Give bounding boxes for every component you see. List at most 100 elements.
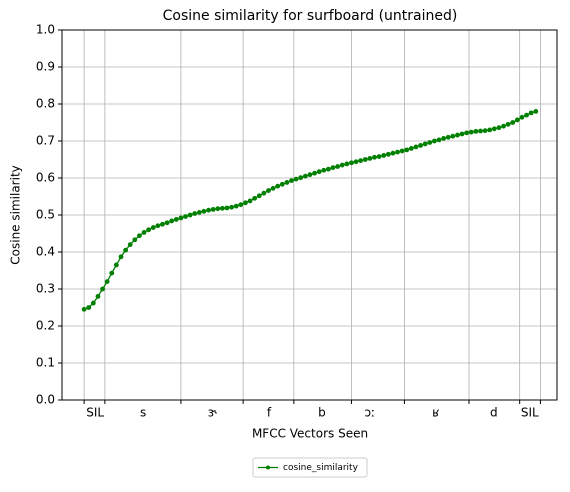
data-point [436, 137, 442, 143]
data-point [344, 161, 350, 167]
data-point [487, 127, 493, 133]
data-point [468, 129, 474, 135]
y-tick-label: 0.3 [36, 282, 55, 296]
y-tick-label: 0.5 [36, 208, 55, 222]
data-point [408, 146, 414, 151]
data-point [367, 155, 373, 161]
data-point [376, 154, 382, 159]
data-point [307, 172, 313, 178]
legend-label: cosine_similarity [283, 463, 359, 473]
x-tick-label: d [490, 406, 498, 420]
x-tick-label: b [318, 406, 326, 420]
data-point [404, 147, 410, 153]
data-point [455, 132, 460, 138]
data-point [399, 148, 405, 154]
data-point [238, 202, 244, 208]
data-point [422, 141, 428, 147]
y-tick-label: 1.0 [36, 23, 55, 37]
data-point [362, 157, 368, 162]
data-point [358, 158, 364, 164]
data-point [510, 120, 516, 125]
data-point [519, 114, 525, 120]
data-point [183, 214, 188, 219]
data-point [514, 117, 520, 123]
data-point [266, 188, 271, 193]
data-point [132, 237, 138, 243]
data-point [113, 262, 119, 268]
x-axis-label: MFCC Vectors Seen [252, 427, 368, 441]
data-point [81, 306, 87, 312]
data-point [459, 131, 465, 137]
data-point [173, 217, 179, 222]
data-point [482, 128, 488, 134]
data-point [150, 225, 156, 230]
data-point [141, 229, 147, 235]
data-point [533, 109, 539, 114]
y-tick-label: 0.8 [36, 97, 55, 111]
data-point [316, 169, 322, 175]
data-point [473, 128, 479, 134]
data-point [192, 211, 198, 216]
data-point [284, 180, 290, 185]
data-point [298, 175, 304, 181]
data-point [505, 121, 511, 127]
data-point [478, 128, 483, 134]
x-tick-label: SIL [86, 406, 104, 420]
y-tick-label: 0.1 [36, 356, 55, 370]
data-point [491, 126, 497, 132]
data-point [261, 190, 267, 196]
data-point [302, 173, 308, 179]
data-point [395, 149, 400, 155]
x-tick-label: ʁ [432, 406, 439, 420]
data-point [501, 123, 506, 129]
data-point [441, 136, 447, 141]
data-point [293, 176, 299, 182]
data-point [496, 125, 502, 131]
y-tick-label: 0.6 [36, 171, 55, 185]
data-point [381, 153, 387, 158]
data-point [464, 130, 470, 136]
data-point [123, 247, 129, 253]
data-point [275, 183, 281, 189]
data-point [252, 195, 258, 201]
data-point [335, 164, 341, 169]
x-tick-label: f [267, 406, 272, 420]
data-point [427, 140, 433, 145]
chart-title: Cosine similarity for surfboard (untrain… [163, 8, 458, 24]
legend-box [252, 457, 368, 478]
data-point [385, 151, 391, 157]
data-point [196, 210, 202, 215]
data-point [187, 212, 193, 218]
x-tick-label: ɔː [365, 406, 376, 420]
y-tick-label: 0.2 [36, 319, 55, 333]
data-point [210, 207, 216, 212]
data-point [90, 300, 96, 306]
data-point [109, 270, 115, 276]
y-axis-label: Cosine similarity [9, 165, 23, 264]
plot-frame [61, 29, 558, 401]
data-point [339, 162, 345, 168]
data-point [127, 242, 133, 248]
data-point [413, 144, 419, 150]
data-point [243, 200, 248, 206]
data-point [219, 205, 225, 211]
data-point [169, 218, 175, 224]
data-point [201, 208, 207, 214]
data-point [118, 254, 124, 260]
data-point [372, 154, 377, 160]
data-point [390, 150, 396, 156]
data-point [289, 178, 294, 183]
legend: cosine_similarity [252, 457, 368, 478]
x-tick-label: s [140, 406, 146, 420]
y-tick-label: 0.9 [36, 60, 55, 74]
data-point [160, 221, 165, 227]
data-point [432, 138, 437, 144]
data-point [215, 206, 221, 212]
legend-marker [266, 465, 270, 470]
data-point [178, 215, 184, 221]
x-tick-label: SIL [521, 406, 539, 420]
x-tick-label: ɝ [208, 406, 218, 420]
data-point [349, 160, 354, 166]
data-point [528, 110, 534, 116]
data-point [155, 223, 161, 229]
